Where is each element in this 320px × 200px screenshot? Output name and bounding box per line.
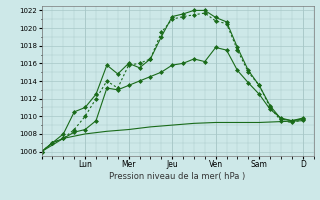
X-axis label: Pression niveau de la mer( hPa ): Pression niveau de la mer( hPa ) <box>109 172 246 181</box>
